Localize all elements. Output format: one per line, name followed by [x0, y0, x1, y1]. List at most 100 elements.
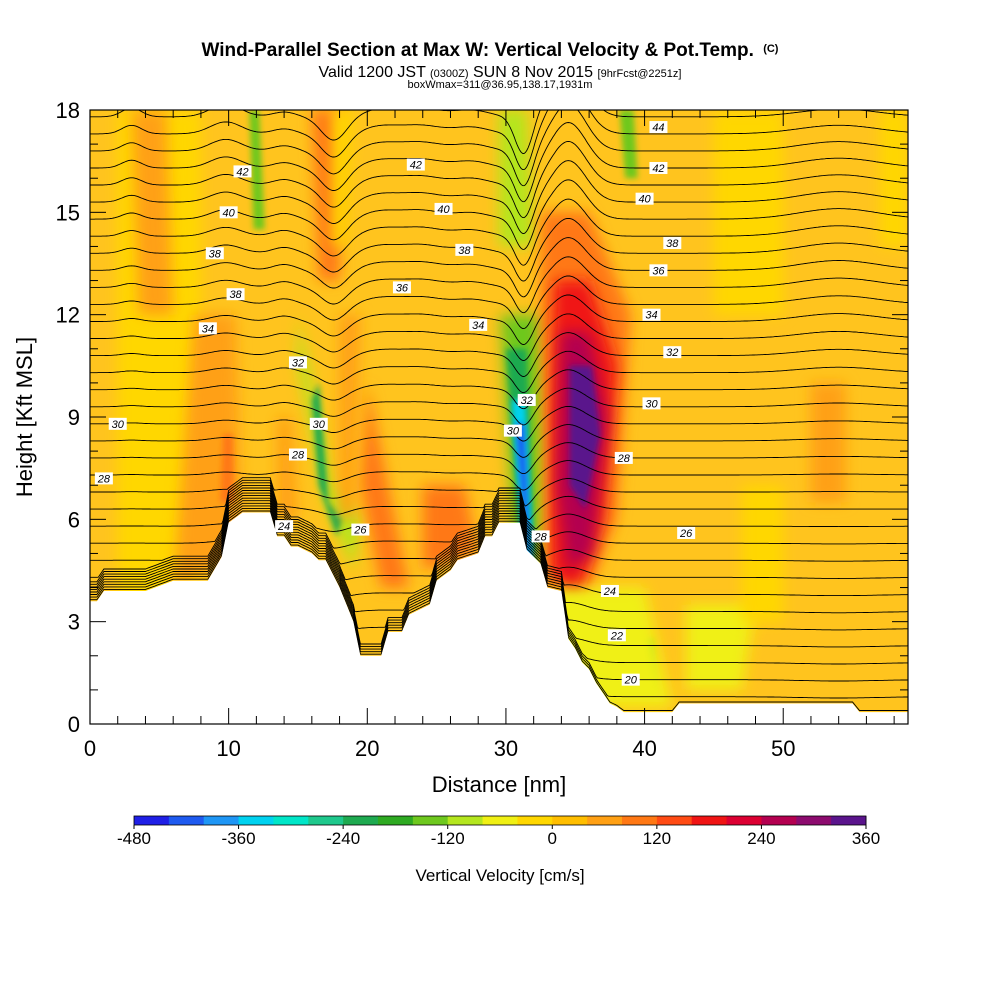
isentrope [90, 424, 908, 458]
contour-label: 32 [517, 393, 536, 407]
contour-label-box [309, 417, 328, 430]
contour-label-box [677, 526, 696, 539]
contour-label-text: 26 [353, 525, 367, 537]
isentrope [90, 484, 908, 549]
colorbar-swatch [796, 816, 832, 825]
isentrope [90, 313, 908, 361]
contour-label-box [614, 451, 633, 464]
colorbar-swatch [831, 816, 867, 825]
colorbar-swatch [273, 816, 309, 825]
colorbar-swatch [517, 816, 553, 825]
colorbar-swatch [587, 816, 623, 825]
isentrope [90, 256, 908, 314]
contour-label-text: 42 [236, 166, 248, 178]
isentrope [90, 492, 908, 597]
contour-label-box [649, 121, 668, 134]
x-tick-label: 10 [216, 736, 240, 761]
contour-label: 24 [275, 520, 294, 533]
y-tick-label: 18 [56, 98, 80, 123]
contour-label-box [198, 322, 217, 335]
contour-label-box [621, 673, 640, 686]
isentrope [90, 110, 908, 187]
contour-label: 32 [663, 346, 682, 359]
contour-label: 30 [108, 417, 127, 431]
contour-label: 20 [621, 673, 640, 687]
y-axis-label: Height [Kft MSL] [12, 337, 37, 497]
subtitle-date: SUN 8 Nov 2015 [473, 64, 593, 81]
contour-label-text: 30 [313, 419, 326, 431]
contour-label: 42 [406, 158, 425, 172]
contour-label-text: 34 [202, 323, 214, 335]
contour-label-text: 34 [645, 310, 657, 322]
isentrope [90, 477, 908, 507]
isentrope [90, 160, 908, 234]
contour-label: 38 [205, 247, 224, 260]
isentrope [90, 369, 908, 410]
contour-label-box [288, 356, 307, 369]
contour-label-text: 20 [624, 675, 638, 687]
isentrope [90, 387, 908, 426]
contour-label-text: 26 [679, 528, 693, 540]
contour-label: 30 [503, 424, 522, 438]
subtitle-valid: Valid 1200 JST [319, 64, 427, 81]
colorbar-swatch [482, 816, 518, 825]
chart-subtitle-2: boxWmax=311@36.95,138.17,1931m [408, 79, 593, 91]
x-tick-label: 50 [771, 736, 795, 761]
isentrope [90, 487, 908, 565]
contour-label: 28 [614, 451, 633, 465]
contour-label-box [600, 584, 619, 597]
contour-label-text: 38 [229, 289, 242, 301]
contour-label: 34 [469, 318, 488, 332]
colorbar-swatch [412, 816, 449, 825]
contour-label-text: 32 [521, 395, 533, 407]
colorbar-swatch [622, 816, 658, 825]
subtitle-zulu: (0300Z) [430, 68, 469, 80]
contour-label-text: 38 [666, 238, 679, 250]
colorbar-swatch [238, 816, 274, 825]
contour-label-text: 28 [97, 473, 111, 485]
contour-label-text: 36 [396, 282, 409, 294]
colorbar-tick-label: -480 [117, 829, 151, 848]
plot-area: 44 42 42 42 40 40 40 38 38 38 38 36 36 34 34 34 32 32 32 30… [90, 110, 908, 724]
contour-label: 34 [198, 322, 217, 335]
velocity-region [277, 417, 298, 520]
colorbar-tick-label: 0 [548, 829, 557, 848]
y-tick-label: 6 [68, 507, 80, 532]
y-tick-label: 3 [68, 610, 80, 635]
colorbar-swatch [203, 816, 240, 825]
isentrope [90, 482, 908, 532]
isentrope [90, 507, 908, 699]
contour-label-text: 42 [410, 160, 422, 172]
contour-label: 30 [309, 417, 328, 431]
isentrope [90, 237, 908, 298]
title-main: Wind-Parallel Section at Max W: Vertical… [202, 40, 754, 61]
subtitle-fcst: [9hrFcst@2251z] [598, 68, 682, 80]
isentrope [90, 275, 908, 330]
velocity-region [686, 604, 756, 690]
contour-label-box [649, 161, 668, 174]
colorbar-swatch [168, 816, 205, 825]
velocity-region [131, 110, 174, 315]
contour-label-text: 44 [652, 122, 664, 134]
contour-label-text: 22 [610, 630, 623, 642]
contour-label: 28 [288, 448, 307, 462]
isentrope [90, 141, 908, 219]
contour-label-text: 24 [277, 521, 290, 533]
contour-label-text: 30 [112, 419, 125, 431]
colorbar-swatch [726, 816, 762, 825]
isentrope [90, 110, 908, 171]
contour-label-text: 34 [472, 320, 484, 332]
contour-label-box [642, 397, 661, 410]
contour-label: 34 [642, 308, 661, 322]
isentrope [90, 495, 908, 614]
isentrope [90, 332, 908, 377]
x-tick-label: 40 [632, 736, 656, 761]
contour-label-text: 30 [507, 426, 520, 438]
isentrope [90, 490, 908, 581]
contour-label: 26 [677, 526, 696, 540]
isentrope [90, 198, 908, 266]
colorbar-swatch [656, 816, 693, 825]
contour-label-text: 32 [292, 357, 304, 369]
contour-label: 38 [663, 237, 682, 250]
